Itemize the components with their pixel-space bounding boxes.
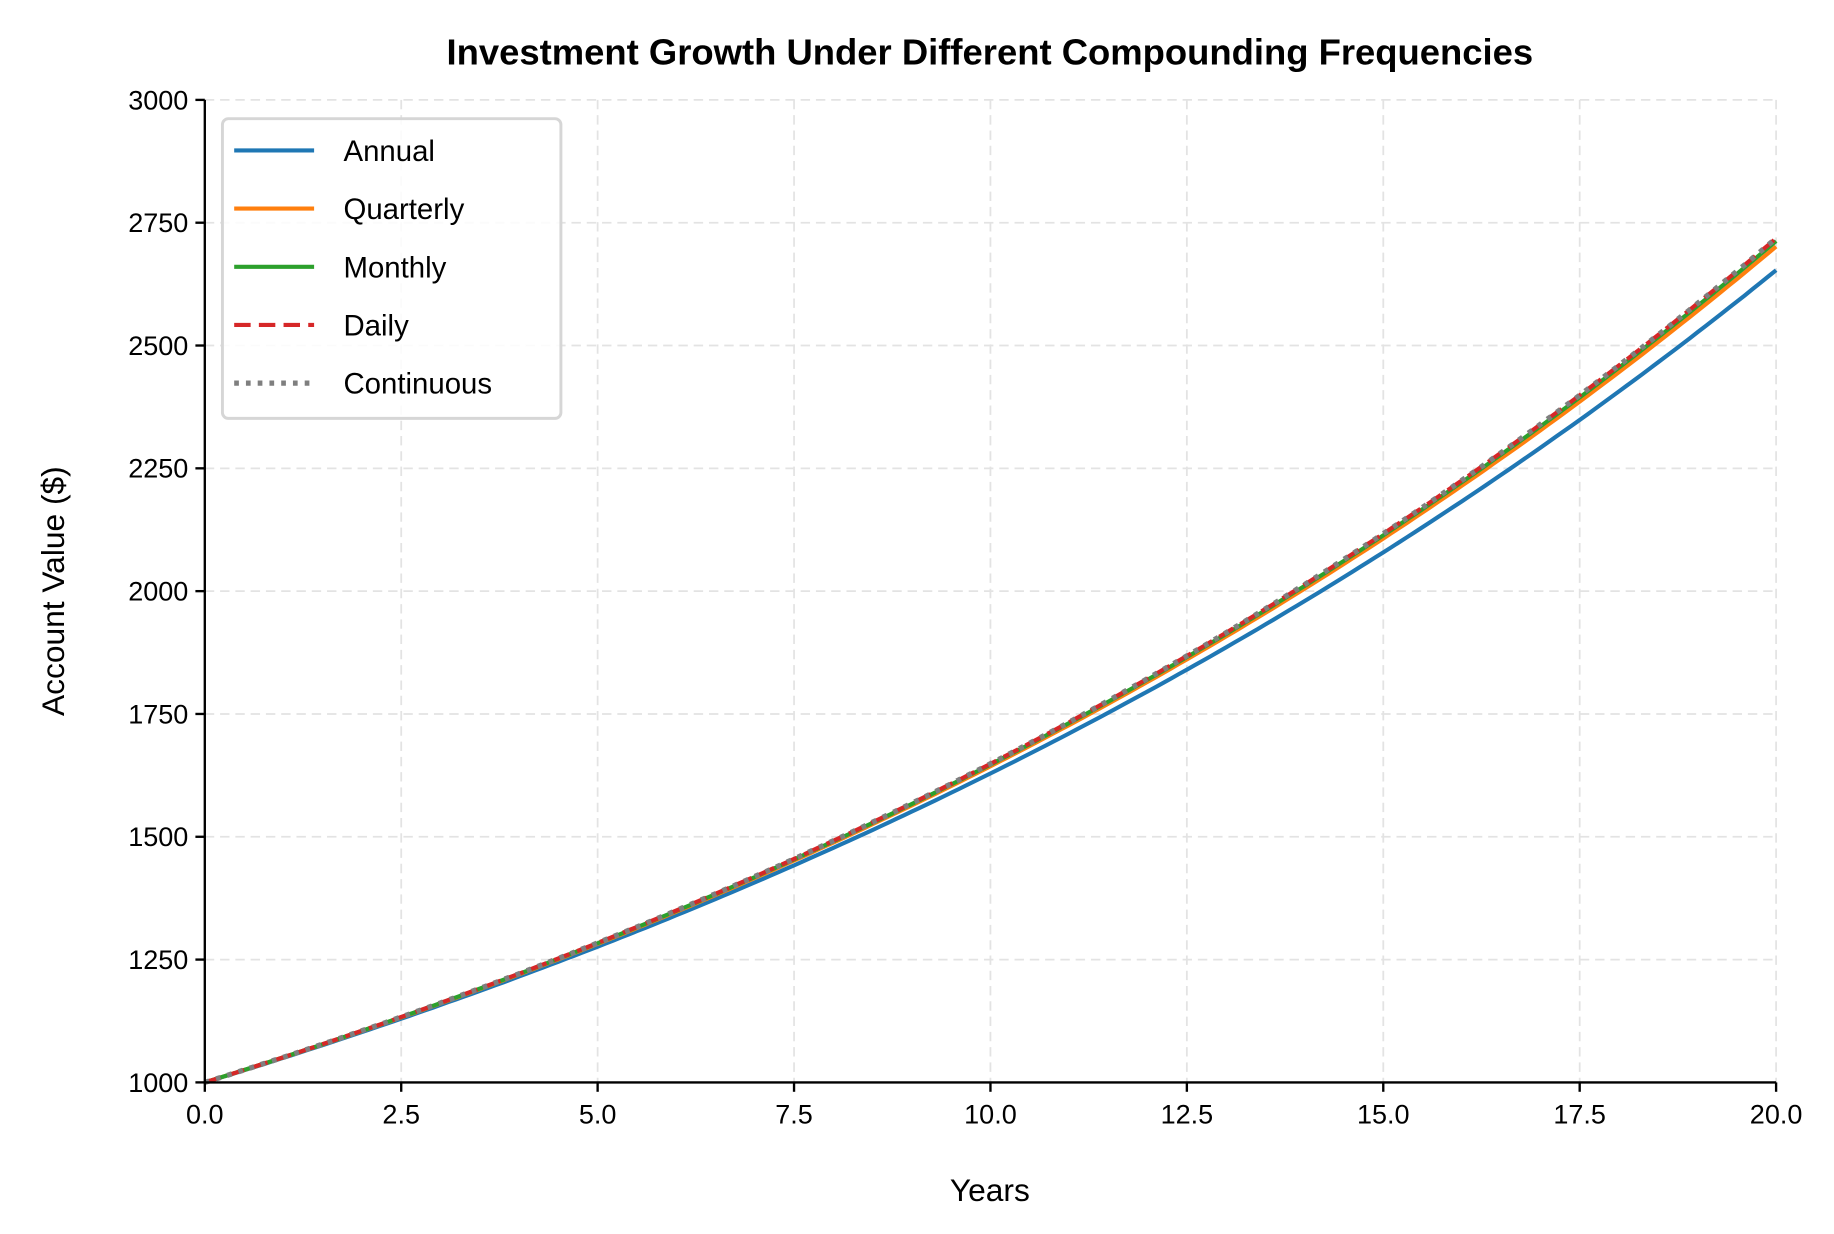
x-tick-label: 12.5	[1161, 1100, 1214, 1130]
legend: Annual Quarterly Monthly Daily Continuous	[220, 117, 563, 420]
y-tick-label: 1750	[128, 699, 188, 729]
legend-label: Daily	[343, 310, 409, 343]
series-line-continuous	[204, 236, 1778, 1085]
legend-label: Monthly	[343, 251, 446, 284]
legend-label: Quarterly	[343, 193, 464, 226]
y-tick-label: 1000	[128, 1068, 188, 1098]
x-axis-label: Years	[950, 1172, 1030, 1208]
y-tick-label: 2750	[128, 208, 188, 238]
x-tick-label: 5.0	[579, 1100, 617, 1130]
y-axis-label: Account Value ($)	[35, 466, 71, 716]
x-tick-label: 2.5	[382, 1100, 420, 1130]
legend-box	[220, 117, 563, 420]
x-tick-label: 10.0	[964, 1100, 1017, 1130]
y-tick-label: 1500	[128, 822, 188, 852]
legend-label: Continuous	[343, 368, 492, 401]
series-lines	[204, 236, 1778, 1085]
y-tick-label: 2000	[128, 577, 188, 607]
x-tick-label: 17.5	[1553, 1100, 1606, 1130]
axes: 0.0 2.5 5.0 7.5 10.0 12.5 15.0 17.5 20.0 1000 1250…	[128, 85, 1802, 1129]
legend-label: Annual	[343, 135, 434, 168]
chart-title: Investment Growth Under Different Compou…	[447, 32, 1534, 73]
x-tick-label: 15.0	[1357, 1100, 1410, 1130]
y-tick-label: 2250	[128, 454, 188, 484]
y-tick-label: 3000	[128, 85, 188, 115]
y-tick-label: 2500	[128, 331, 188, 361]
x-tick-label: 20.0	[1750, 1100, 1803, 1130]
x-tick-label: 0.0	[186, 1100, 224, 1130]
x-tick-label: 7.5	[775, 1100, 813, 1130]
y-tick-label: 1250	[128, 945, 188, 975]
